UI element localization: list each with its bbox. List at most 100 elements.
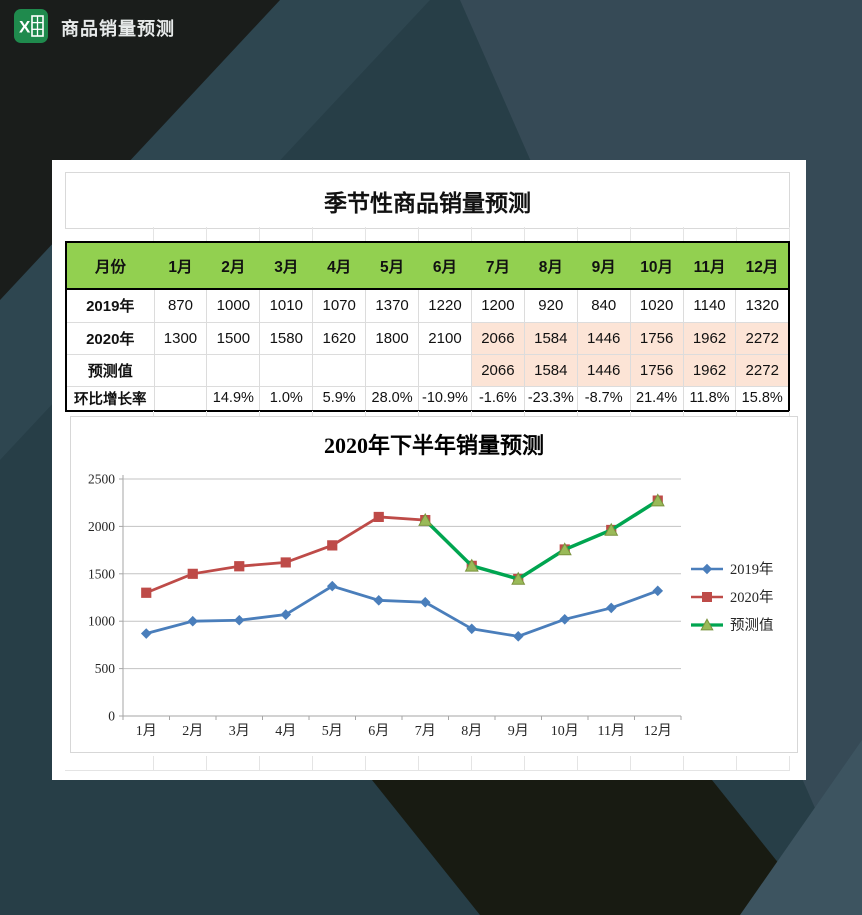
data-cell[interactable]: 1200	[470, 288, 525, 323]
data-cell[interactable]: 28.0%	[365, 385, 420, 412]
data-cell[interactable]: 920	[523, 288, 578, 323]
month-header-cell[interactable]: 6月	[418, 242, 472, 290]
svg-text:5月: 5月	[322, 723, 343, 739]
svg-text:0: 0	[108, 709, 115, 724]
data-cell[interactable]	[206, 353, 261, 387]
app-title: 商品销量预测	[61, 19, 175, 39]
data-cell[interactable]: 840	[576, 288, 631, 323]
month-header-cell[interactable]: 9月	[577, 242, 631, 290]
data-cell[interactable]	[153, 353, 208, 387]
data-cell[interactable]: 1020	[629, 288, 684, 323]
data-cell[interactable]: 1.0%	[259, 385, 314, 412]
grid-cell	[472, 227, 525, 241]
series-line-预测值	[424, 499, 659, 581]
svg-text:1500: 1500	[88, 566, 115, 581]
data-cell[interactable]: 1584	[523, 353, 578, 387]
data-cell[interactable]: -1.6%	[470, 385, 525, 412]
grid-cell	[525, 756, 578, 770]
data-cell[interactable]: 1800	[365, 321, 420, 355]
svg-text:X: X	[19, 17, 31, 36]
data-cell[interactable]: 15.8%	[735, 385, 790, 412]
data-cell[interactable]: 21.4%	[629, 385, 684, 412]
data-cell[interactable]: 1500	[206, 321, 261, 355]
data-cell[interactable]	[418, 353, 472, 387]
data-cell[interactable]: -10.9%	[418, 385, 472, 412]
data-cell[interactable]: -8.7%	[576, 385, 631, 412]
forecast-chart-svg: 0 500 1000 1500 2000 2500 1月 2月 3月 4月 5月 6月 7月 8月 9月 10…	[88, 472, 774, 740]
table-row: 2019年 870 1000 1010 1070 1370 1220 1200 920 840 10…	[65, 288, 790, 323]
data-cell[interactable]: 14.9%	[206, 385, 261, 412]
svg-text:2500: 2500	[88, 472, 115, 487]
month-header-cell[interactable]: 3月	[259, 242, 313, 290]
data-cell[interactable]: 1370	[365, 288, 420, 323]
data-cell[interactable]	[259, 353, 314, 387]
data-cell[interactable]: 1140	[682, 288, 737, 323]
worksheet-card: 季节性商品销量预测 月份 1月 2月 3月 4月 5月 6月 7月 8月 9月 10月 11月 12月 …	[52, 160, 806, 780]
month-header-cell[interactable]: 7月	[471, 242, 525, 290]
sales-table-body: 2019年 870 1000 1010 1070 1370 1220 1200 920 840 10…	[65, 288, 790, 412]
sheet-title: 季节性商品销量预测	[65, 172, 790, 229]
legend-label: 预测值	[730, 617, 774, 634]
data-cell[interactable]: -23.3%	[523, 385, 578, 412]
row-label-cell[interactable]: 环比增长率	[65, 385, 155, 412]
grid-cell	[419, 756, 472, 770]
month-header-cell[interactable]: 11月	[683, 242, 736, 290]
data-cell[interactable]: 1010	[259, 288, 314, 323]
table-row: 2020年 1300 1500 1580 1620 1800 2100 2066 1584 144…	[65, 321, 790, 355]
data-cell[interactable]: 1580	[259, 321, 314, 355]
svg-text:1000: 1000	[88, 614, 115, 629]
data-cell[interactable]: 1000	[206, 288, 261, 323]
data-cell[interactable]: 1446	[576, 353, 631, 387]
svg-text:8月: 8月	[461, 723, 482, 739]
grid-cell	[154, 227, 207, 241]
row-label-cell[interactable]: 2019年	[65, 288, 155, 323]
data-cell[interactable]: 5.9%	[312, 385, 367, 412]
data-cell[interactable]: 1962	[682, 353, 737, 387]
data-cell[interactable]	[153, 385, 208, 412]
data-cell[interactable]: 2272	[735, 321, 790, 355]
data-cell[interactable]: 2066	[470, 353, 525, 387]
data-cell[interactable]: 2272	[735, 353, 790, 387]
data-cell[interactable]: 1756	[629, 321, 684, 355]
month-header-cell[interactable]: 12月	[735, 242, 789, 290]
svg-text:2月: 2月	[182, 723, 203, 739]
data-cell[interactable]: 1620	[312, 321, 367, 355]
data-cell[interactable]	[365, 353, 420, 387]
grid-cell	[684, 756, 737, 770]
series-line-2020年	[145, 499, 659, 595]
data-cell[interactable]	[312, 353, 367, 387]
legend-label: 2020年	[730, 589, 774, 606]
data-cell[interactable]: 1220	[418, 288, 472, 323]
row-label-cell[interactable]: 2020年	[65, 321, 155, 355]
data-cell[interactable]: 1320	[735, 288, 790, 323]
svg-text:3月: 3月	[229, 723, 250, 739]
data-cell[interactable]: 1962	[682, 321, 737, 355]
grid-cell	[366, 227, 419, 241]
month-header-cell[interactable]: 4月	[312, 242, 366, 290]
excel-icon: X	[13, 8, 49, 49]
grid-cell	[631, 227, 684, 241]
data-cell[interactable]: 1070	[312, 288, 367, 323]
data-cell[interactable]: 2100	[418, 321, 472, 355]
grid-cell	[313, 227, 366, 241]
data-cell[interactable]: 1300	[153, 321, 208, 355]
data-cell[interactable]: 2066	[470, 321, 525, 355]
month-header-cell[interactable]: 10月	[630, 242, 684, 290]
grid-cell	[631, 756, 684, 770]
grid-cell	[578, 227, 631, 241]
row-label-cell[interactable]: 预测值	[65, 353, 155, 387]
svg-text:11月: 11月	[598, 723, 625, 739]
data-cell[interactable]: 1756	[629, 353, 684, 387]
month-header-cell[interactable]: 2月	[206, 242, 260, 290]
svg-text:2000: 2000	[88, 519, 115, 534]
data-cell[interactable]: 11.8%	[682, 385, 737, 412]
month-header-cell[interactable]: 1月	[154, 242, 207, 290]
data-cell[interactable]: 1584	[523, 321, 578, 355]
data-cell[interactable]: 1446	[576, 321, 631, 355]
month-header-label[interactable]: 月份	[66, 242, 154, 290]
legend-label: 2019年	[730, 561, 774, 578]
month-header-cell[interactable]: 5月	[365, 242, 419, 290]
month-header-cell[interactable]: 8月	[524, 242, 578, 290]
data-cell[interactable]: 870	[153, 288, 208, 323]
